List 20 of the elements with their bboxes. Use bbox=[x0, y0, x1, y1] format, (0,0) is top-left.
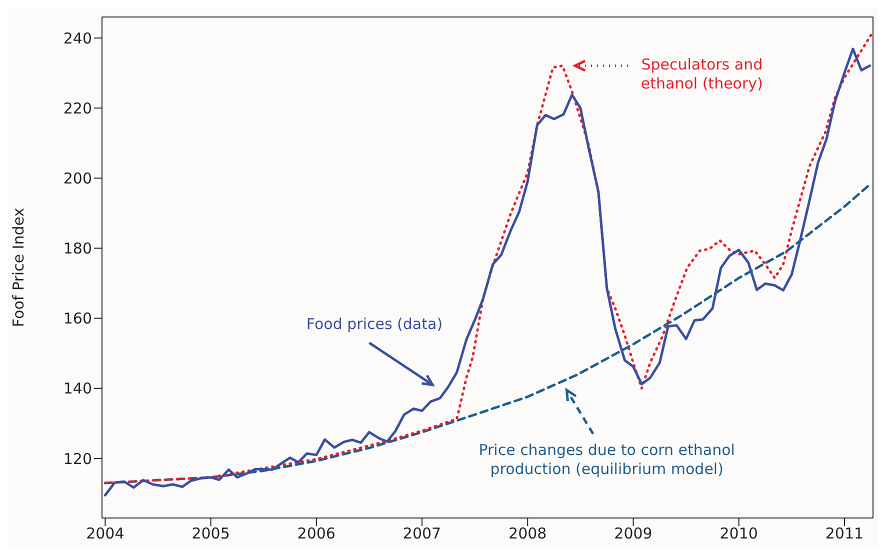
x-tick-label: 2009 bbox=[614, 524, 652, 543]
legend-label: Speculators and ethanol (theory) bbox=[640, 56, 763, 93]
series-label: Food prices (data) bbox=[306, 314, 443, 333]
series-label: Price changes due to corn ethanol production (equilibrium model) bbox=[478, 440, 735, 478]
y-tick-label: 240 bbox=[63, 29, 92, 48]
y-tick-label: 120 bbox=[63, 450, 92, 468]
x-tick-label: 2008 bbox=[508, 524, 547, 543]
x-tick-label: 2007 bbox=[402, 524, 442, 543]
y-axis-title: Foof Price Index bbox=[9, 208, 28, 328]
y-tick-label: 180 bbox=[63, 240, 92, 258]
line-series bbox=[104, 183, 872, 484]
x-tick-label: 2010 bbox=[720, 524, 758, 543]
x-tick-label: 2004 bbox=[86, 524, 124, 543]
y-tick-label: 220 bbox=[63, 99, 92, 118]
x-tick-label: 2011 bbox=[825, 524, 864, 543]
x-tick-label: 2005 bbox=[192, 524, 230, 543]
y-tick-label: 160 bbox=[63, 310, 92, 328]
x-tick-label: 2006 bbox=[297, 524, 336, 543]
y-tick-label: 140 bbox=[63, 380, 92, 398]
y-tick-label: 200 bbox=[63, 169, 92, 188]
